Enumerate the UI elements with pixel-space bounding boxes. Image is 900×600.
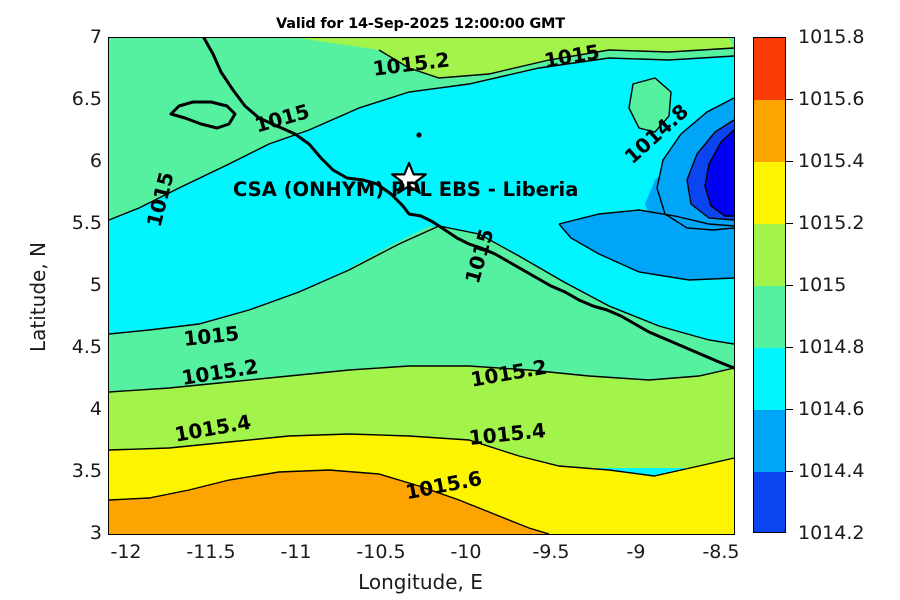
colorbar[interactable] [753,37,786,533]
colorbar-band [754,100,785,162]
contour-map-plot-area[interactable]: CSA (ONHYM) PPL EBS - Liberia 1015.2 1015… [108,37,735,535]
contour-label: 1015 [182,321,240,351]
site-label: CSA (ONHYM) PPL EBS - Liberia [233,178,578,201]
x-tick-label: -9.5 [532,541,570,563]
y-tick-label: 6 [89,150,102,172]
y-tick-label: 3 [89,522,102,544]
x-tick-label: -11.5 [186,541,236,563]
colorbar-tick-mark [786,471,793,472]
colorbar-tick-label: 1014.6 [798,398,865,420]
colorbar-tick-mark [786,409,793,410]
coastline-path [169,38,734,370]
colorbar-tick-mark [786,223,793,224]
colorbar-tick-label: 1015.4 [798,150,865,172]
x-tick-label: -11 [280,541,312,563]
x-tick-label: -12 [110,541,142,563]
colorbar-tick-label: 1014.8 [798,336,865,358]
y-axis-tick-labels: 7 6.5 6 5.5 5 4.5 4 3.5 3 [42,0,102,600]
colorbar-tick-labels: 1015.8 1015.6 1015.4 1015.2 1015 1014.8 1014.6… [786,26,896,544]
city-dot-marker [416,132,422,138]
colorbar-tick-label: 1015.6 [798,88,865,110]
filled-contour-bands [109,38,734,534]
y-tick-label: 6.5 [71,88,102,110]
contour-lines [109,47,734,534]
x-tick-label: -10.5 [356,541,406,563]
x-tick-label: -10 [450,541,482,563]
x-axis-tick-labels: -12 -11.5 -11 -10.5 -10 -9.5 -9 -8.5 [0,541,900,571]
colorbar-tick-label: 1014.4 [798,460,865,482]
colorbar-band [754,162,785,224]
y-tick-label: 4.5 [71,336,102,358]
colorbar-band [754,38,785,100]
colorbar-tick-mark [786,161,793,162]
x-tick-label: -8.5 [702,541,740,563]
y-tick-label: 7 [89,26,102,48]
contour-map-svg: CSA (ONHYM) PPL EBS - Liberia 1015.2 1015… [109,38,734,534]
y-axis-title: Latitude, N [26,242,50,352]
colorbar-tick-label: 1015.8 [798,26,865,48]
y-tick-label: 5.5 [71,212,102,234]
colorbar-tick-label: 1015 [798,274,847,296]
x-tick-label: -9 [626,541,646,563]
colorbar-band [754,410,785,472]
colorbar-tick-mark [786,99,793,100]
y-tick-label: 3.5 [71,460,102,482]
y-tick-label: 4 [89,398,102,420]
colorbar-tick-mark [786,285,793,286]
colorbar-band [754,286,785,348]
x-axis-title: Longitude, E [358,570,483,594]
colorbar-tick-label: 1015.2 [798,212,865,234]
colorbar-band [754,472,785,532]
colorbar-tick-mark [786,347,793,348]
star-marker [391,161,427,195]
page-title: Valid for 14-Sep-2025 12:00:00 GMT [276,16,565,32]
colorbar-band [754,348,785,410]
colorbar-tick-label: 1014.2 [798,522,865,544]
colorbar-band [754,224,785,286]
y-tick-label: 5 [89,274,102,296]
